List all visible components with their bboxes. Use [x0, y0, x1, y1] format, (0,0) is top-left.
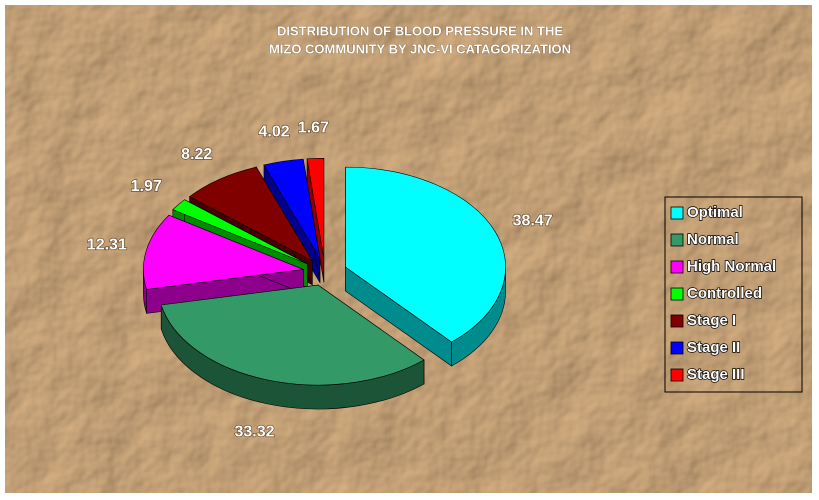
legend-swatch: [670, 314, 684, 328]
chart-title: DISTRIBUTION OF BLOOD PRESSURE IN THE: [277, 23, 563, 38]
legend-swatch: [670, 368, 684, 382]
slice: [306, 157, 325, 283]
legend-box: [664, 196, 803, 393]
slice-top: [189, 166, 314, 262]
slice: [345, 166, 506, 367]
slice-top: [160, 284, 425, 386]
legend: Optimal Normal High Normal Controlled Stage …: [664, 196, 803, 393]
legend-label: Stage I: [687, 312, 736, 329]
slice-top: [143, 214, 305, 290]
data-label: 33.32: [235, 424, 275, 441]
legend-swatch: [670, 287, 684, 301]
slice-top: [306, 157, 325, 259]
legend-label: High Normal: [687, 258, 776, 275]
slice-top: [345, 166, 506, 343]
legend-label: Normal: [687, 231, 739, 248]
data-label: 8.22: [181, 146, 212, 163]
legend-swatch: [670, 260, 684, 274]
legend-label: Stage III: [687, 366, 745, 383]
slice: [160, 284, 425, 410]
slice-top: [172, 199, 308, 265]
legend-swatch: [670, 341, 684, 355]
slice-top: [263, 158, 321, 259]
legend-label: Stage II: [687, 339, 740, 356]
data-label: 1.97: [131, 178, 162, 195]
pie: 38.47 33.32 12.31 1.97 8.22 4.02 1.67: [86, 119, 553, 441]
legend-swatch: [670, 233, 684, 247]
legend-swatch: [670, 206, 684, 220]
legend-label: Controlled: [687, 285, 762, 302]
data-label: 1.67: [298, 120, 329, 137]
data-label: 4.02: [259, 123, 290, 140]
legend-label: Optimal: [687, 204, 743, 221]
data-label: 12.31: [87, 237, 127, 254]
data-label: 38.47: [513, 212, 553, 229]
chart-title: MIZO COMMUNITY BY JNC-VI CATAGORIZATION: [269, 41, 571, 56]
